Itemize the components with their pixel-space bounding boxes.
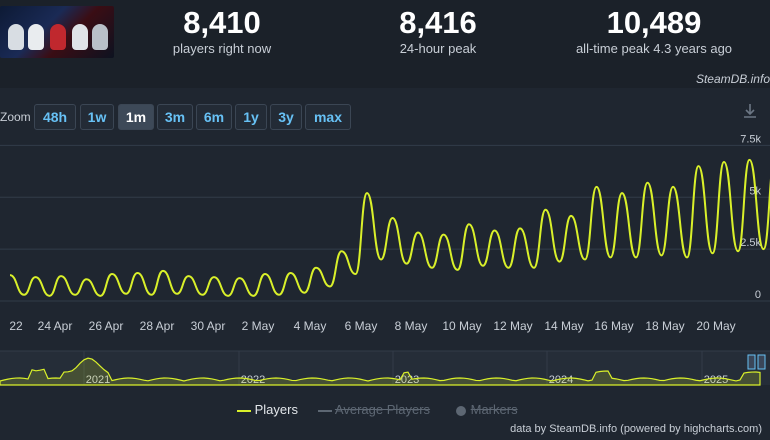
stat-current-value: 8,410 bbox=[183, 5, 261, 40]
stat-alltime-peak-value: 10,489 bbox=[606, 5, 702, 40]
zoom-button-1m[interactable]: 1m bbox=[118, 104, 154, 130]
zoom-button-1y[interactable]: 1y bbox=[235, 104, 267, 130]
x-tick-label: 16 May bbox=[594, 319, 633, 333]
stat-24h-peak: 8,416 24-hour peak bbox=[323, 4, 553, 56]
x-tick-label: 4 May bbox=[294, 319, 327, 333]
credit-top[interactable]: SteamDB.info bbox=[695, 72, 770, 86]
x-tick-label: 24 Apr bbox=[38, 319, 73, 333]
navigator-year-label: 2021 bbox=[86, 374, 110, 386]
navigator-year-label: 2023 bbox=[395, 374, 419, 386]
stat-alltime-peak-label: all-time peak 4.3 years ago bbox=[575, 41, 733, 56]
game-thumbnail[interactable] bbox=[0, 6, 114, 58]
legend-players-label: Players bbox=[254, 402, 298, 417]
navigator-background bbox=[0, 351, 770, 385]
zoom-button-1w[interactable]: 1w bbox=[80, 104, 114, 130]
credit-bottom[interactable]: data by SteamDB.info (powered by highcha… bbox=[510, 423, 762, 435]
legend-average-players[interactable]: Average Players bbox=[318, 402, 430, 417]
legend-players-swatch bbox=[237, 409, 251, 412]
download-icon[interactable] bbox=[741, 102, 759, 120]
zoom-button-48h[interactable]: 48h bbox=[34, 104, 76, 130]
zoom-button-max[interactable]: max bbox=[305, 104, 351, 130]
x-tick-label: 28 Apr bbox=[140, 319, 175, 333]
x-tick-label: 18 May bbox=[645, 319, 684, 333]
x-tick-label: 10 May bbox=[442, 319, 481, 333]
x-tick-label: 12 May bbox=[493, 319, 532, 333]
legend-markers[interactable]: Markers bbox=[455, 402, 518, 417]
navigator-year-label: 2025 bbox=[704, 374, 728, 386]
x-tick-label: 20 May bbox=[696, 319, 735, 333]
stat-alltime-peak: 10,489 all-time peak 4.3 years ago bbox=[539, 4, 769, 56]
navigator-year-label: 2024 bbox=[549, 374, 573, 386]
x-tick-label: 8 May bbox=[395, 319, 428, 333]
legend-players[interactable]: Players bbox=[237, 402, 298, 417]
y-tick-label: 7.5k bbox=[740, 135, 761, 145]
stat-24h-peak-label: 24-hour peak bbox=[399, 41, 477, 56]
y-tick-label: 2.5k bbox=[740, 237, 761, 249]
zoom-label: Zoom bbox=[0, 110, 31, 124]
legend-markers-swatch bbox=[456, 405, 466, 416]
x-tick-label: 26 Apr bbox=[89, 319, 124, 333]
navigator-series bbox=[0, 357, 761, 386]
zoom-button-3y[interactable]: 3y bbox=[270, 104, 302, 130]
legend-markers-label: Markers bbox=[470, 402, 518, 417]
zoom-button-3m[interactable]: 3m bbox=[157, 104, 193, 130]
x-tick-label: 14 May bbox=[544, 319, 583, 333]
stats-header: 8,410 players right now 8,416 24-hour pe… bbox=[0, 0, 770, 88]
stat-current-label: players right now bbox=[172, 41, 272, 56]
legend-average-label: Average Players bbox=[334, 402, 431, 417]
x-tick-label: 22 bbox=[9, 319, 23, 333]
zoom-button-6m[interactable]: 6m bbox=[196, 104, 232, 130]
stat-current: 8,410 players right now bbox=[107, 4, 337, 56]
x-tick-label: 6 May bbox=[345, 319, 378, 333]
navigator-handle-left bbox=[747, 354, 756, 370]
stat-24h-peak-value: 8,416 bbox=[399, 5, 477, 40]
x-tick-label: 30 Apr bbox=[191, 319, 226, 333]
navigator-handle-right bbox=[757, 354, 766, 370]
x-tick-label: 2 May bbox=[242, 319, 275, 333]
players-series-line bbox=[9, 158, 770, 297]
y-tick-label: 0 bbox=[755, 289, 761, 301]
legend-average-swatch bbox=[318, 409, 332, 412]
